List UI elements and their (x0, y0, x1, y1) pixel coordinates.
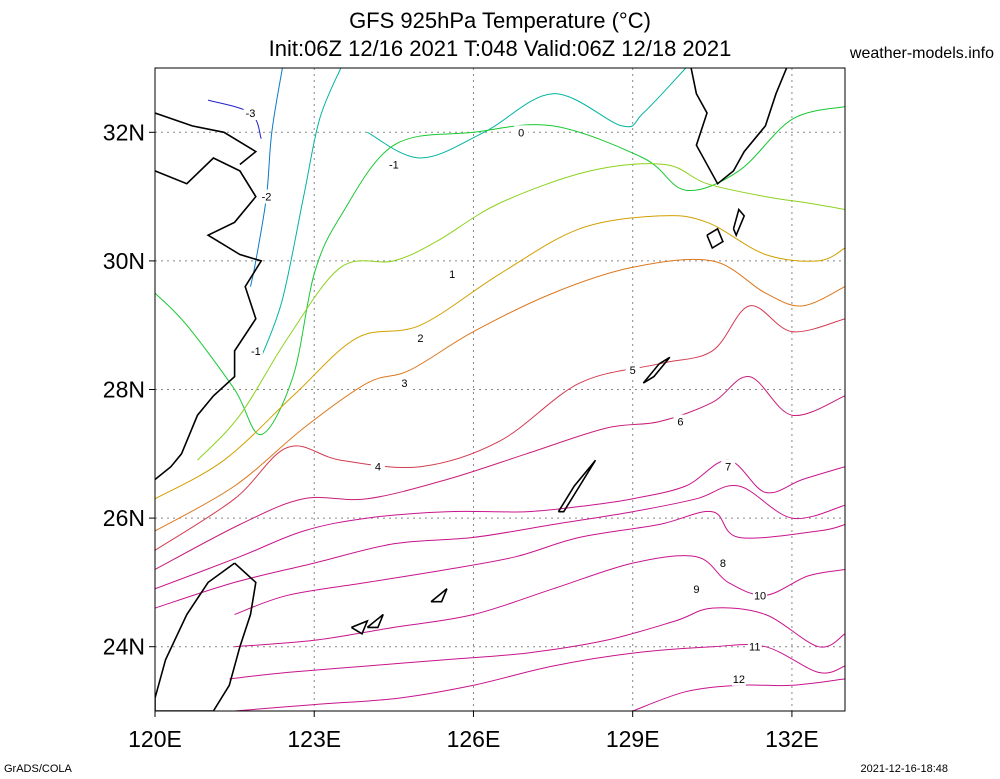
contour-label-background (514, 125, 529, 140)
y-tick-label: 28N (103, 377, 145, 403)
coastline-okinawa (557, 459, 597, 513)
coastline-china-north-coast (155, 112, 258, 166)
contour-label-background (248, 343, 263, 358)
map-title-line-1: GFS 925hPa Temperature (°C) (349, 8, 651, 33)
contour-label: 10 (754, 590, 766, 602)
isotherm-6 (155, 459, 845, 590)
x-tick-label: 123E (287, 726, 341, 752)
contour-label: 3 (401, 378, 407, 390)
axis-tick-labels: 120E 123E 126E 129E 132E 32N 30N 28N 26N 24N (103, 119, 819, 752)
contour-label: 6 (677, 417, 683, 429)
isotherm-7 (155, 484, 845, 609)
y-tick-label: 26N (103, 505, 145, 531)
contour-label-background (259, 189, 274, 204)
coastline-kyushu (690, 68, 788, 185)
coastline-taiwan (155, 562, 257, 711)
isotherm-4 (155, 305, 845, 551)
contour-label-background (721, 459, 736, 474)
contour-label-background (747, 639, 762, 654)
contour-label: -1 (389, 159, 399, 171)
y-tick-label: 32N (103, 119, 145, 145)
isotherm--1 (260, 68, 342, 358)
contour-label: -2 (262, 192, 272, 204)
isotherm-10 (229, 607, 845, 680)
contour-label-background (370, 459, 385, 474)
coastline-yakushima (706, 227, 724, 250)
isotherm-11 (234, 644, 845, 711)
isotherm-5 (155, 376, 845, 570)
contour-label-background (625, 363, 640, 378)
contour-label: 11 (749, 642, 760, 654)
x-tick-label: 120E (128, 726, 182, 752)
coastline-china-coast (155, 157, 263, 481)
contour-label-background (386, 157, 401, 172)
source-site-label: weather-models.info (849, 45, 994, 62)
isotherm-1 (197, 163, 845, 461)
coastline-miyako (430, 588, 448, 603)
isotherm--1 (367, 68, 687, 159)
coastlines (155, 68, 788, 711)
x-tick-label: 132E (765, 726, 819, 752)
contour-label-background (753, 588, 768, 603)
contour-label-background (397, 376, 412, 391)
footer-grads-label: GrADS/COLA (4, 763, 72, 775)
y-tick-label: 24N (103, 634, 145, 660)
contour-label: 0 (518, 127, 524, 139)
contour-label-background (445, 266, 460, 281)
contour-label-background (715, 556, 730, 571)
coastline-amami (642, 356, 671, 384)
contour-label: 5 (630, 365, 636, 377)
contour-label-background (731, 671, 746, 686)
coastline-ishigaki (366, 613, 384, 629)
isotherm-3 (155, 258, 845, 532)
contour-label: 7 (725, 462, 731, 474)
contour-label: -3 (246, 108, 256, 120)
contour-label-background (673, 414, 688, 429)
contour-label: 1 (449, 269, 455, 281)
isotherm-8 (234, 510, 845, 615)
isotherm-2 (155, 215, 845, 500)
footer-timestamp: 2021-12-16-18:48 (860, 763, 948, 775)
contour-label-background (243, 106, 258, 121)
coastline-iriomote (350, 619, 369, 635)
contour-label: 4 (375, 462, 381, 474)
contour-label: 2 (417, 333, 423, 345)
isotherm-9 (234, 555, 845, 648)
contour-label-background (413, 331, 428, 346)
contour-label: 12 (733, 674, 745, 686)
map-title-line-2: Init:06Z 12/16 2021 T:048 Valid:06Z 12/1… (268, 36, 732, 61)
x-tick-label: 126E (447, 726, 501, 752)
graticule (154, 68, 845, 711)
y-tick-label: 30N (103, 248, 145, 274)
contour-label-background (689, 581, 704, 596)
isotherm--2 (250, 68, 283, 287)
x-tick-label: 129E (606, 726, 660, 752)
coastline-tanegashima (732, 207, 746, 238)
contour-label: 8 (720, 558, 726, 570)
contour-label: -1 (251, 346, 261, 358)
contour-label: 9 (693, 584, 699, 596)
